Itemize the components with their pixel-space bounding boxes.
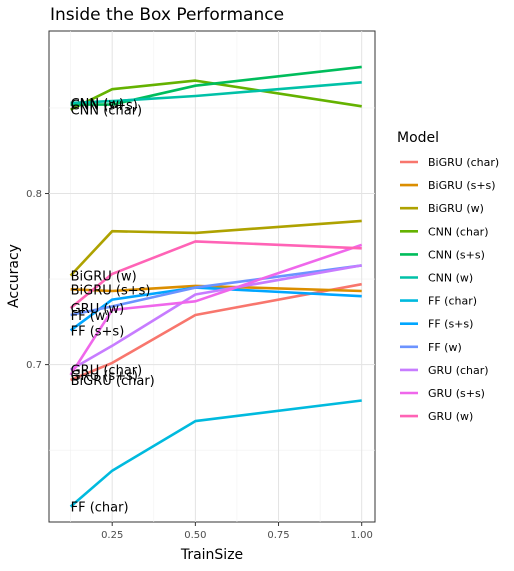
legend-label: FF (char) [428, 295, 477, 308]
legend-label: GRU (s+s) [428, 387, 485, 400]
y-axis-title: Accuracy [6, 244, 22, 308]
legend-label: CNN (w) [428, 272, 473, 285]
x-tick-label: 0.25 [101, 530, 123, 541]
legend-label: GRU (char) [428, 364, 489, 377]
x-axis: 0.25 0.50 0.75 1.00 [101, 522, 373, 541]
series-end-label: BiGRU (s+s) [71, 283, 151, 298]
chart-title: Inside the Box Performance [50, 5, 284, 25]
x-tick-label: 1.00 [351, 530, 373, 541]
y-axis: 0.7 0.8 [26, 189, 49, 371]
series-end-label: GRU (s+s) [71, 369, 138, 384]
legend-label: GRU (w) [428, 410, 473, 423]
legend: Model BiGRU (char) BiGRU (s+s) BiGRU (w) CN… [397, 130, 499, 423]
y-tick-label: 0.8 [26, 189, 42, 200]
x-axis-title: TrainSize [180, 547, 243, 563]
series-end-label: FF (char) [71, 501, 129, 516]
legend-label: BiGRU (char) [428, 156, 499, 169]
y-tick-label: 0.7 [26, 360, 42, 371]
legend-label: CNN (char) [428, 225, 489, 238]
legend-label: FF (s+s) [428, 318, 473, 331]
legend-label: FF (w) [428, 341, 462, 354]
series-end-label: FF (s+s) [71, 324, 125, 339]
x-tick-label: 0.50 [184, 530, 206, 541]
x-tick-label: 0.75 [267, 530, 289, 541]
legend-title: Model [397, 130, 439, 146]
series-end-label: GRU (w) [71, 302, 125, 317]
series-end-label: BiGRU (w) [71, 270, 137, 285]
series-end-label: CNN (w) [71, 97, 124, 112]
legend-label: BiGRU (w) [428, 202, 484, 215]
legend-label: CNN (s+s) [428, 248, 485, 261]
legend-label: BiGRU (s+s) [428, 179, 496, 192]
